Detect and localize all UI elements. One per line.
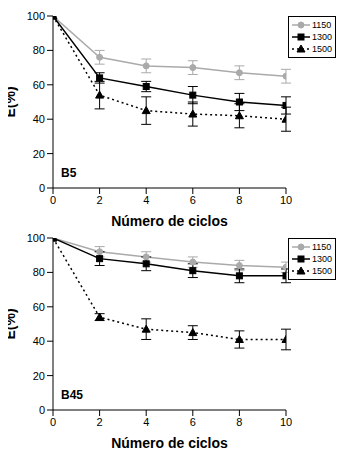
svg-text:8: 8 <box>236 194 242 206</box>
html-text:B45: B45 <box>61 388 83 402</box>
svg-text:10: 10 <box>280 416 292 428</box>
svg-text:40: 40 <box>33 113 45 125</box>
html-text:1300: 1300 <box>312 254 332 264</box>
svg-text:10: 10 <box>280 194 292 206</box>
svg-text:80: 80 <box>33 44 45 56</box>
html-text:1300: 1300 <box>312 32 332 42</box>
svg-text:4: 4 <box>143 416 149 428</box>
svg-text:60: 60 <box>33 79 45 91</box>
svg-text:60: 60 <box>33 301 45 313</box>
svg-text:Número de ciclos: Número de ciclos <box>111 435 228 451</box>
svg-text:0: 0 <box>39 404 45 416</box>
svg-text:6: 6 <box>190 194 196 206</box>
svg-text:20: 20 <box>33 148 45 160</box>
svg-text:40: 40 <box>33 335 45 347</box>
svg-text:100: 100 <box>27 10 45 22</box>
svg-text:6: 6 <box>190 416 196 428</box>
svg-text:2: 2 <box>97 194 103 206</box>
svg-text:0: 0 <box>50 416 56 428</box>
html-text:1500: 1500 <box>312 44 332 54</box>
svg-text:0: 0 <box>39 182 45 194</box>
svg-text:E(%): E(%) <box>8 308 18 339</box>
svg-text:8: 8 <box>236 416 242 428</box>
svg-text:80: 80 <box>33 266 45 278</box>
svg-text:0: 0 <box>50 194 56 206</box>
svg-text:E(%): E(%) <box>8 86 18 117</box>
svg-text:4: 4 <box>143 194 149 206</box>
html-text:1150: 1150 <box>312 20 332 30</box>
svg-text:Número de ciclos: Número de ciclos <box>111 213 228 229</box>
html-text:B5: B5 <box>61 166 77 180</box>
html-text:1150: 1150 <box>312 242 332 252</box>
svg-text:20: 20 <box>33 370 45 382</box>
html-text:1500: 1500 <box>312 266 332 276</box>
svg-text:100: 100 <box>27 232 45 244</box>
svg-text:2: 2 <box>97 416 103 428</box>
